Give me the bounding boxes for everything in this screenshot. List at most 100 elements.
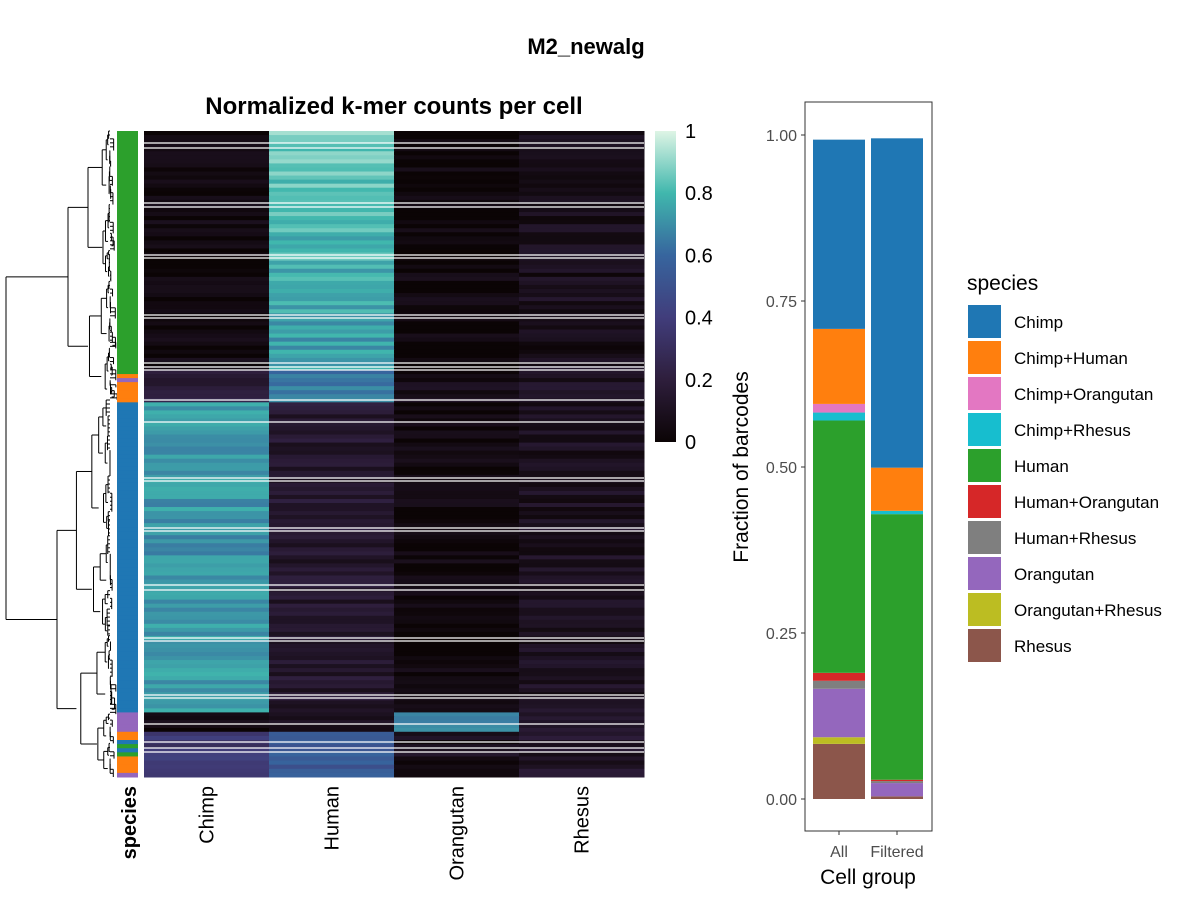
species-annotation-cell — [117, 535, 138, 540]
heatmap-cell — [394, 337, 520, 343]
species-annotation-cell — [117, 583, 138, 589]
heatmap-cell — [269, 143, 395, 148]
heatmap-cell — [144, 374, 270, 379]
heatmap-cell — [394, 171, 520, 177]
heatmap-cell — [519, 551, 645, 556]
heatmap-cell — [519, 187, 645, 193]
heatmap-cell — [519, 664, 645, 669]
heatmap-cell — [269, 486, 395, 492]
heatmap-cell — [519, 442, 645, 448]
heatmap-cell — [519, 361, 645, 367]
heatmap-cell — [269, 175, 395, 181]
heatmap-cell — [519, 248, 645, 254]
heatmap-cell — [519, 523, 645, 528]
heatmap-cell — [144, 627, 270, 633]
heatmap-cell — [394, 426, 520, 432]
bar-y-axis-title: Fraction of barcodes — [730, 371, 753, 562]
heatmap-cell — [519, 212, 645, 217]
heatmap-cell — [144, 583, 270, 589]
species-annotation-cell — [117, 664, 138, 669]
heatmap-cell — [144, 559, 270, 564]
heatmap-cell — [394, 236, 520, 241]
species-annotation-cell — [117, 272, 138, 278]
heatmap-cell — [144, 256, 270, 262]
heatmap-cell — [144, 293, 270, 298]
species-annotation-cell — [117, 660, 138, 665]
heatmap-cell — [269, 639, 395, 645]
heatmap-cell — [394, 151, 520, 156]
heatmap-cell — [269, 329, 395, 335]
heatmap-cell — [269, 345, 395, 351]
heatmap-cell — [519, 498, 645, 504]
species-annotation-cell — [117, 575, 138, 581]
heatmap-cell — [519, 264, 645, 270]
species-annotation-cell — [117, 268, 138, 274]
heatmap-cell — [394, 378, 520, 383]
heatmap-cell — [144, 547, 270, 552]
bar-segment-orangutan-rhesus — [813, 737, 865, 744]
heatmap-cell — [519, 207, 645, 213]
legend-title: species — [967, 272, 1038, 295]
heatmap-cell — [269, 207, 395, 213]
heatmap-cell — [269, 139, 395, 144]
legend-items: Chimp Chimp+Human Chimp+Orangutan Chimp+Rhe… — [968, 305, 1162, 662]
heatmap-cell — [144, 567, 270, 572]
heatmap-cell — [269, 163, 395, 168]
legend-swatch — [968, 557, 1001, 590]
heatmap-cell — [394, 159, 520, 164]
heatmap-cell — [269, 280, 395, 286]
heatmap-cell — [269, 256, 395, 262]
heatmap-cell — [269, 603, 395, 609]
heatmap-cell — [394, 390, 520, 395]
heatmap-cell — [394, 143, 520, 148]
heatmap-cell — [144, 414, 270, 419]
heatmap-cell — [144, 224, 270, 229]
heatmap-cell — [144, 244, 270, 249]
species-annotation-cell — [117, 474, 138, 480]
heatmap-cell — [269, 543, 395, 548]
heatmap-cell — [269, 575, 395, 581]
heatmap-cell — [144, 337, 270, 343]
species-annotation-cell — [117, 426, 138, 432]
heatmap-cell — [519, 519, 645, 524]
species-annotation-cell — [117, 627, 138, 633]
heatmap-cell — [519, 256, 645, 262]
heatmap-cell — [144, 720, 270, 725]
colorbar-tick-label: 0.2 — [685, 370, 713, 392]
y-tick-label: 1.00 — [766, 128, 797, 145]
heatmap-cell — [394, 248, 520, 254]
heatmap-cell — [269, 301, 395, 306]
heatmap-cell — [269, 523, 395, 528]
species-annotation-cell — [117, 458, 138, 464]
heatmap-cell — [394, 515, 520, 520]
heatmap-cell — [269, 446, 395, 452]
species-annotation-cell — [117, 720, 138, 725]
heatmap-cell — [144, 519, 270, 524]
heatmap-cell — [394, 260, 520, 266]
species-annotation-cell — [117, 727, 138, 733]
heatmap-cell — [519, 353, 645, 359]
heatmap-cell — [269, 527, 395, 532]
species-annotation-cell — [117, 555, 138, 560]
heatmap-cell — [519, 386, 645, 391]
legend-swatch — [968, 449, 1001, 482]
species-annotation-cell — [117, 482, 138, 488]
heatmap-cell — [269, 333, 395, 339]
heatmap-title: Normalized k-mer counts per cell — [205, 93, 582, 120]
species-annotation-cell — [117, 382, 138, 387]
heatmap-cell — [519, 414, 645, 419]
heatmap-cell — [394, 430, 520, 436]
heatmap-cell — [519, 543, 645, 548]
species-annotation-cell — [117, 724, 138, 729]
bar-segment-human — [813, 420, 865, 673]
heatmap-cell — [394, 179, 520, 185]
heatmap-cell — [519, 365, 645, 371]
bar-segment-human-orangutan — [871, 779, 923, 782]
heatmap-cell — [394, 212, 520, 217]
heatmap-cell — [144, 345, 270, 351]
heatmap-cell — [519, 603, 645, 609]
heatmap-cell — [269, 195, 395, 201]
heatmap-cell — [519, 567, 645, 572]
heatmap-cell — [394, 272, 520, 278]
heatmap-cell — [144, 458, 270, 464]
